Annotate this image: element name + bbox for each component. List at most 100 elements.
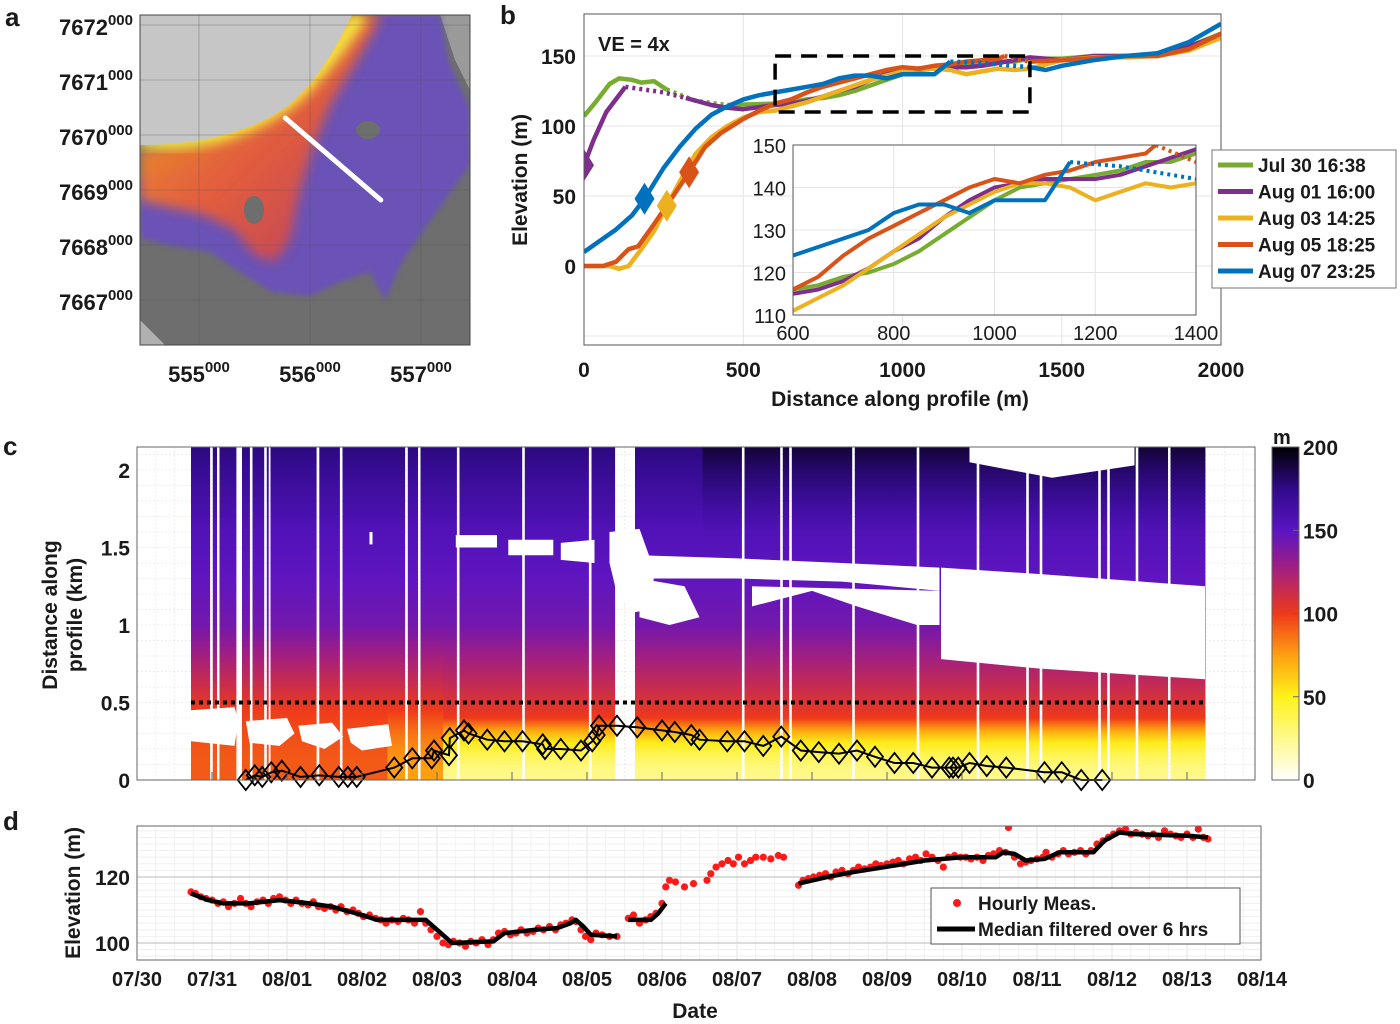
no-data-patch [347, 724, 392, 751]
front-position-marker [772, 725, 791, 749]
tick-superscript: 000 [427, 359, 452, 376]
map-x-tick-label: 555000 [168, 359, 230, 387]
inset-x-tick-label: 800 [877, 323, 910, 345]
inset-y-tick-label: 150 [753, 136, 786, 158]
inset-frame [792, 144, 1197, 316]
x-tick-label: 08/11 [1013, 969, 1062, 991]
tick-superscript: 000 [108, 232, 133, 249]
front-position-marker [690, 728, 709, 752]
no-data-patch [369, 532, 373, 545]
front-position-marker [495, 729, 514, 753]
y-tick-label: 100 [541, 116, 576, 139]
tick-main: 7672 [59, 15, 108, 40]
front-position-marker [1052, 760, 1071, 784]
legend-label: Aug 05 18:25 [1258, 236, 1376, 257]
y-tick-label: 0.5 [101, 693, 131, 716]
heatmap-column [459, 447, 483, 780]
x-tick-label: 08/04 [487, 969, 538, 991]
legend-item: Jul 30 16:38 [1218, 156, 1366, 177]
front-position-marker [571, 739, 591, 762]
heatmap-column [420, 447, 444, 780]
heatmap-column [725, 447, 742, 780]
front-position-marker [262, 760, 281, 784]
x-tick-label: 08/06 [637, 969, 687, 991]
front-position-marker [628, 715, 647, 739]
x-tick-label: 08/07 [712, 969, 762, 991]
map-x-tick-label: 557000 [390, 359, 452, 387]
x-tick-label: 07/30 [112, 969, 162, 991]
legend-item: Aug 03 14:25 [1218, 209, 1376, 230]
inset-y-tick-label: 130 [753, 221, 786, 243]
y-axis-label-line: Distance along [39, 540, 62, 689]
no-data-patch [245, 718, 295, 746]
x-tick-label: 1000 [879, 359, 926, 382]
profile-series-line-4 [1029, 21, 1221, 73]
y-axis-label: Elevation (m) [509, 114, 532, 246]
map-island [244, 196, 264, 224]
profile-series-group [584, 21, 1221, 272]
no-data-patch [560, 539, 595, 563]
legend-label: Median filtered over 6 hrs [978, 920, 1208, 941]
heatmap-column [569, 447, 589, 780]
front-position-marker [1072, 768, 1091, 792]
inset-x-tick-label: 1400 [1174, 323, 1219, 345]
front-position-marker [607, 714, 627, 738]
front-position-marker [735, 729, 754, 753]
hourly-measurement-point [740, 860, 749, 868]
hourly-measurement-point [587, 936, 595, 944]
map-y-tick-label: 7669000 [59, 177, 133, 205]
x-tick-label: 1500 [1038, 359, 1085, 382]
heatmap-column [319, 447, 340, 780]
x-axis-label: Date [672, 1000, 718, 1023]
series-marker-diamond-1 [584, 149, 594, 182]
heatmap [191, 446, 1206, 780]
map-y-tick-label: 7672000 [59, 12, 133, 40]
tick-superscript: 000 [205, 359, 230, 376]
front-position-marker [272, 759, 291, 783]
hourly-measurement-point [671, 878, 680, 886]
median-filtered-line [628, 902, 668, 923]
axes-frame [136, 825, 1262, 961]
front-position-marker [338, 765, 357, 789]
front-position-marker [385, 756, 404, 780]
heatmap-column [524, 447, 548, 780]
panel-c-heatmap: 0 0.5 1 1.5 2 Distance along profile (km) 0 50 10… [39, 427, 1338, 793]
colorbar-tick-label: 50 [1303, 687, 1326, 710]
profile-series-line-3 [1003, 53, 1031, 64]
legend: Hourly Meas. Median filtered over 6 hrs [930, 887, 1241, 945]
no-data-patch [969, 446, 1135, 478]
no-data-patch [508, 539, 554, 556]
hourly-measurement-point [433, 932, 441, 941]
y-tick-label: 100 [95, 933, 130, 956]
tick-main: 557 [390, 362, 427, 387]
y-tick-label: 1 [118, 615, 130, 638]
x-tick-label: 08/12 [1087, 969, 1137, 991]
inset-series-line-1 [491, 239, 556, 477]
hourly-measurement-point [689, 880, 698, 888]
y-tick-label: 2 [118, 460, 130, 483]
map-y-tick-label: 7667000 [59, 287, 133, 315]
inset-plot: 110 120 130 140 150 600 800 1000 1200 1400 [491, 136, 1219, 477]
hourly-measurement-point [629, 911, 638, 919]
colorbar-tick-label: 0 [1303, 770, 1315, 793]
legend-swatch-dot [953, 899, 961, 907]
front-position-marker [459, 722, 478, 745]
hourly-measurement-point [665, 876, 674, 884]
tick-main: 7670 [59, 125, 108, 150]
front-position-marker [583, 729, 602, 753]
hourly-measurement-point [759, 853, 767, 861]
hourly-measurement-point [939, 863, 947, 871]
tick-superscript: 000 [108, 12, 133, 29]
hourly-measurement-point [779, 853, 788, 861]
x-tick-label: 08/01 [262, 969, 312, 991]
panel-label-d: d [3, 806, 19, 836]
front-position-marker [940, 756, 959, 780]
profile-series-line-1 [584, 85, 628, 167]
hourly-measurement-point [703, 876, 711, 884]
legend-label: Hourly Meas. [978, 894, 1096, 915]
hourly-measurement-point [724, 856, 732, 865]
no-data-patch [941, 567, 1205, 680]
x-tick-label: 08/14 [1237, 969, 1288, 991]
hourly-measurement-point [581, 932, 590, 941]
